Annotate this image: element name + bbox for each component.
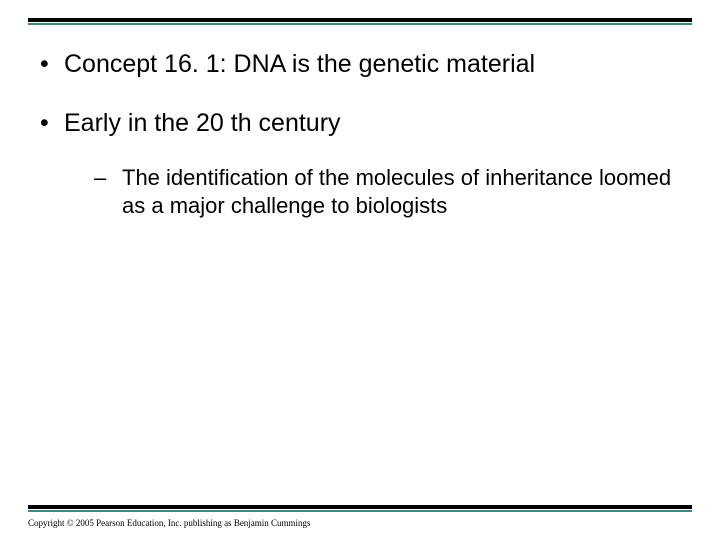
bullet-item: Concept 16. 1: DNA is the genetic materi… (36, 49, 692, 80)
bullet-item: Early in the 20 th century The identific… (36, 108, 692, 220)
bullet-text: Early in the 20 th century (64, 109, 341, 137)
copyright-text: Copyright © 2005 Pearson Education, Inc.… (28, 518, 311, 528)
bullet-list-level1: Concept 16. 1: DNA is the genetic materi… (36, 49, 692, 221)
slide-body: Concept 16. 1: DNA is the genetic materi… (28, 49, 692, 221)
bullet-text: Concept 16. 1: DNA is the genetic materi… (64, 50, 535, 78)
slide: Concept 16. 1: DNA is the genetic materi… (0, 0, 720, 540)
bullet-list-level2: The identification of the molecules of i… (64, 164, 692, 221)
top-rule (28, 18, 692, 25)
sub-bullet-item: The identification of the molecules of i… (64, 164, 692, 221)
sub-bullet-text: The identification of the molecules of i… (122, 165, 671, 219)
bottom-rule (28, 505, 692, 512)
